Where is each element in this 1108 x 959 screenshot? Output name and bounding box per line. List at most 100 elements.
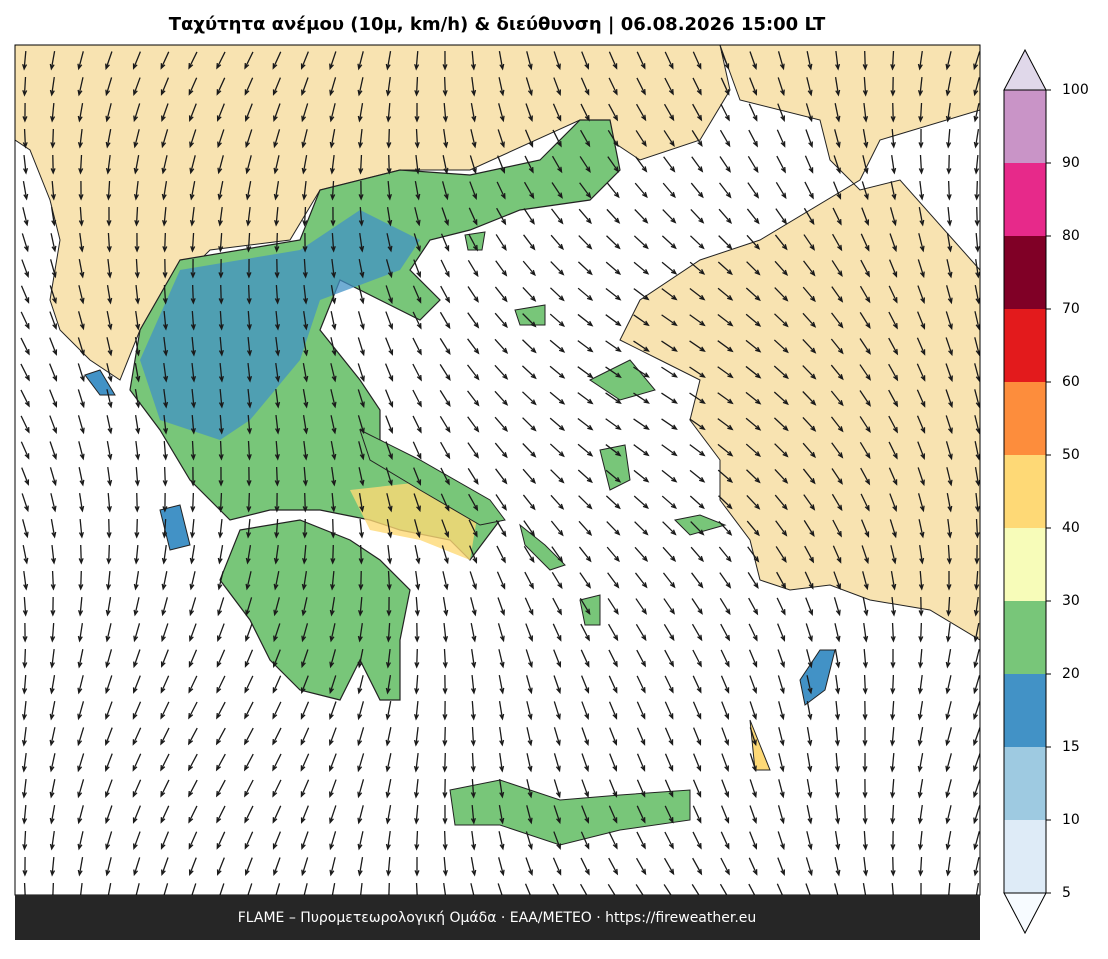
wind-arrow: [49, 285, 57, 305]
wind-arrow: [888, 441, 898, 460]
wind-arrow: [188, 77, 198, 96]
wind-arrow: [467, 442, 480, 459]
wind-arrow: [859, 416, 871, 433]
wind-arrow: [22, 207, 29, 227]
wind-arrow: [440, 259, 450, 278]
wind-arrow: [217, 206, 223, 227]
wind-arrow: [946, 570, 952, 591]
wind-arrow: [133, 571, 140, 591]
wind-arrow: [246, 258, 252, 279]
wind-arrow: [774, 287, 789, 302]
wind-arrow: [443, 128, 449, 149]
colorbar-segment: [1004, 455, 1046, 528]
wind-arrow: [747, 546, 760, 563]
wind-arrow: [636, 779, 646, 798]
wind-arrow: [831, 260, 843, 277]
wind-arrow: [551, 155, 563, 174]
wind-arrow: [718, 208, 733, 225]
wind-arrow: [945, 701, 952, 721]
wind-arrow: [160, 831, 170, 850]
wind-arrow: [218, 414, 224, 435]
wind-arrow: [945, 77, 952, 97]
wind-arrow: [550, 261, 565, 276]
wind-arrow: [216, 805, 226, 824]
wind-arrow: [777, 857, 786, 876]
wind-arrow: [833, 155, 841, 175]
wind-arrow: [946, 206, 953, 227]
wind-arrow: [861, 207, 870, 226]
wind-arrow: [470, 129, 477, 149]
wind-arrow: [522, 417, 537, 432]
wind-arrow: [721, 753, 729, 773]
wind-arrow: [330, 363, 337, 383]
wind-arrow: [494, 442, 508, 459]
wind-arrow: [661, 366, 678, 378]
wind-arrow: [274, 258, 280, 279]
wind-arrow: [862, 830, 868, 851]
wind-arrow: [329, 649, 337, 669]
wind-arrow: [607, 129, 619, 148]
wind-arrow: [748, 883, 758, 895]
wind-arrow: [330, 311, 337, 331]
wind-arrow: [244, 675, 254, 694]
wind-arrow: [22, 856, 28, 877]
wind-arrow: [778, 727, 785, 747]
wind-arrow: [577, 392, 594, 405]
wind-arrow: [272, 701, 282, 720]
wind-arrow: [633, 495, 649, 510]
wind-arrow: [20, 389, 30, 408]
wind-arrow: [918, 570, 924, 591]
wind-arrow: [78, 206, 84, 227]
wind-arrow: [662, 209, 677, 224]
wind-arrow: [246, 492, 252, 513]
wind-arrow: [890, 622, 896, 643]
wind-arrow: [77, 753, 85, 773]
wind-arrow: [246, 466, 252, 487]
wind-arrow: [414, 648, 420, 669]
wind-arrow: [888, 311, 898, 330]
wind-arrow: [918, 519, 925, 539]
wind-arrow: [605, 469, 622, 483]
wind-arrow: [189, 181, 196, 201]
wind-arrow: [20, 285, 30, 304]
wind-arrow: [746, 208, 760, 225]
wind-arrow: [245, 571, 252, 591]
wind-arrow: [50, 102, 56, 123]
wind-arrow: [330, 570, 336, 591]
wind-arrow: [161, 623, 169, 643]
wind-arrow: [496, 181, 506, 200]
wind-arrow: [523, 545, 535, 564]
wind-arrow: [690, 182, 704, 199]
wind-arrow: [549, 443, 565, 458]
wind-arrow: [577, 287, 594, 301]
wind-arrow: [20, 311, 30, 330]
wind-arrow: [661, 469, 678, 483]
wind-arrow: [386, 622, 392, 643]
wind-arrow: [273, 857, 281, 877]
wind-arrow: [135, 440, 141, 461]
wind-arrow: [470, 597, 477, 617]
wind-arrow: [216, 701, 226, 720]
wind-arrow: [495, 494, 507, 511]
footer-bar: [15, 895, 980, 940]
wind-arrow: [805, 129, 813, 149]
wind-arrow: [23, 570, 29, 591]
wind-arrow: [524, 883, 531, 895]
wind-arrow: [496, 207, 507, 226]
wind-arrow: [920, 882, 922, 895]
wind-arrow: [78, 493, 85, 513]
wind-arrow: [524, 129, 534, 148]
wind-arrow: [357, 103, 364, 123]
wind-arrow: [413, 700, 420, 721]
wind-arrow: [328, 727, 337, 746]
wind-arrow: [301, 649, 309, 669]
wind-arrow: [50, 544, 57, 565]
wind-arrow: [888, 285, 898, 304]
wind-arrow: [498, 649, 505, 669]
island: [599, 444, 631, 491]
wind-arrow: [608, 831, 618, 850]
wind-arrow: [302, 337, 309, 357]
wind-arrow: [636, 753, 646, 772]
wind-arrow: [552, 597, 562, 616]
wind-arrow: [890, 726, 896, 747]
